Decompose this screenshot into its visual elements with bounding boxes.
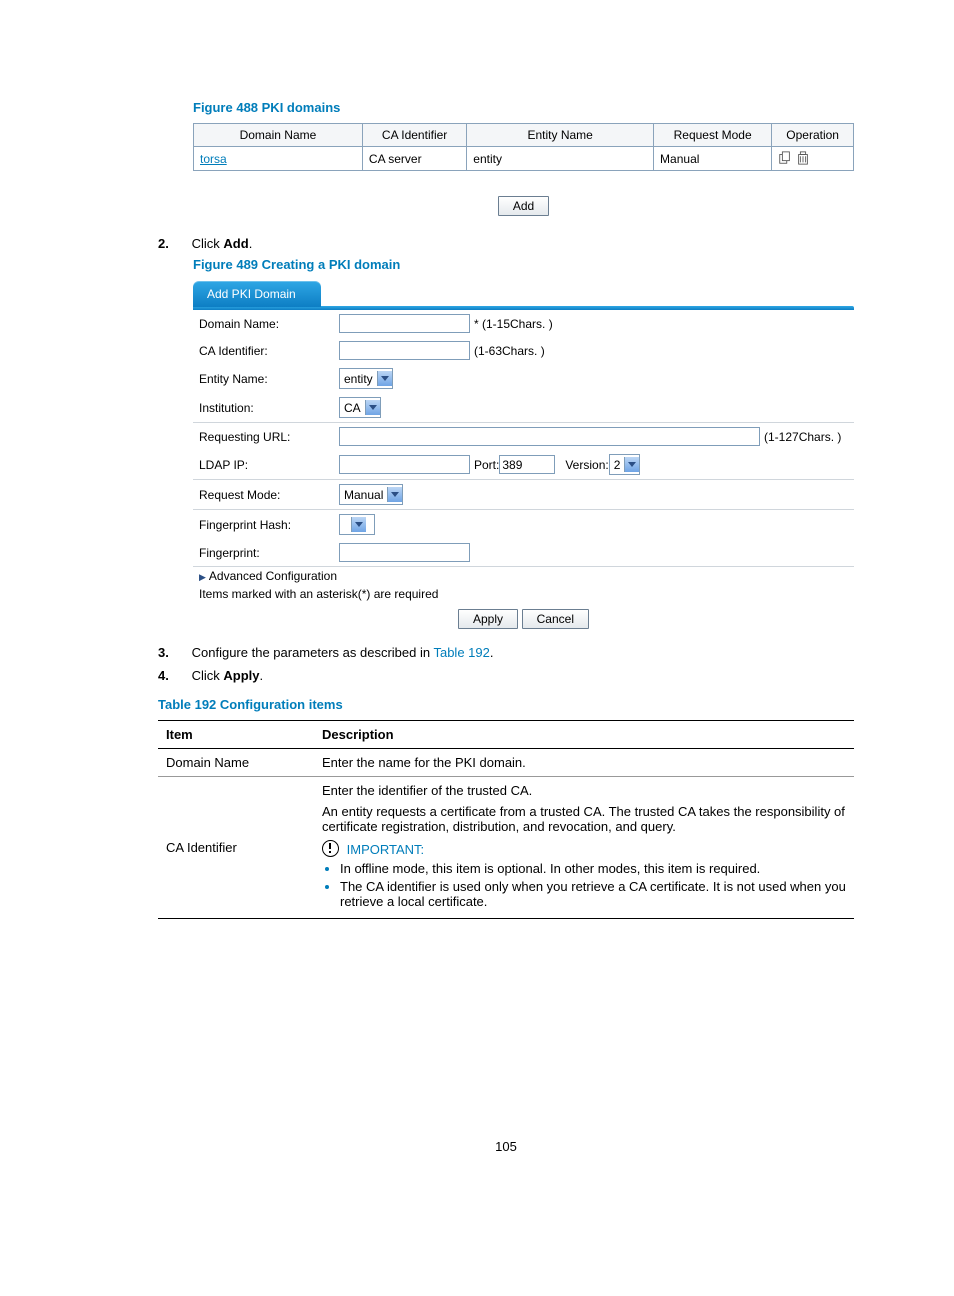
label-fingerprint-hash: Fingerprint Hash: [199,518,339,532]
cell-ca: CA server [362,147,466,171]
pki-domains-table: Domain Name CA Identifier Entity Name Re… [193,123,854,171]
desc-ca-identifier: Enter the identifier of the trusted CA. … [314,777,854,919]
col-description: Description [314,721,854,749]
item-ca-identifier: CA Identifier [158,777,314,919]
label-institution: Institution: [199,401,339,415]
figure-488-caption: Figure 488 PKI domains [193,100,854,115]
configuration-items-table: Item Description Domain Name Enter the n… [158,720,854,919]
step-4-number: 4. [158,668,188,683]
hint-requrl: (1-127Chars. ) [764,430,841,444]
label-requesting-url: Requesting URL: [199,430,339,444]
table-192-link[interactable]: Table 192 [433,645,489,660]
label-ldap-ip: LDAP IP: [199,458,339,472]
ca-identifier-input[interactable] [339,341,470,360]
chevron-down-icon [351,517,366,532]
cell-operation [772,147,854,171]
cell-entity: entity [467,147,654,171]
label-request-mode: Request Mode: [199,488,339,502]
domain-link-torsa[interactable]: torsa [200,152,227,166]
important-label: IMPORTANT: [347,842,425,857]
entity-name-select[interactable]: entity [339,368,393,389]
item-domain-name: Domain Name [158,749,314,777]
cancel-button[interactable]: Cancel [522,609,589,629]
trash-icon[interactable] [796,151,810,165]
required-note: Items marked with an asterisk(*) are req… [199,587,854,601]
col-request-mode: Request Mode [654,124,772,147]
chevron-down-icon [365,400,380,415]
chevron-down-icon [377,371,392,386]
table-row: Domain Name Enter the name for the PKI d… [158,749,854,777]
important-icon [322,840,339,857]
apply-button[interactable]: Apply [458,609,518,629]
ldap-ip-input[interactable] [339,455,470,474]
col-entity-name: Entity Name [467,124,654,147]
label-fingerprint: Fingerprint: [199,546,339,560]
hint-domain: * (1-15Chars. ) [474,317,553,331]
page-number: 105 [158,1139,854,1154]
fingerprint-hash-select[interactable] [339,514,375,535]
table-192-title: Table 192 Configuration items [158,697,854,712]
add-pki-domain-form: Add PKI Domain Domain Name: * (1-15Chars… [193,280,854,629]
step-2-number: 2. [158,236,188,251]
bullet-2: The CA identifier is used only when you … [340,879,846,909]
label-ca-identifier: CA Identifier: [199,344,339,358]
table-row: torsa CA server entity Manual [194,147,854,171]
domain-name-input[interactable] [339,314,470,333]
label-port: Port: [474,458,499,472]
requesting-url-input[interactable] [339,427,760,446]
col-domain-name: Domain Name [194,124,363,147]
figure-489-caption: Figure 489 Creating a PKI domain [193,257,854,272]
step-2-text: Click Add. [192,236,253,251]
col-operation: Operation [772,124,854,147]
chevron-down-icon [624,457,639,472]
port-input[interactable] [499,455,555,474]
step-3-text: Configure the parameters as described in… [192,645,494,660]
institution-select[interactable]: CA [339,397,381,418]
hint-ca: (1-63Chars. ) [474,344,545,358]
chevron-down-icon [387,487,402,502]
step-4-text: Click Apply. [192,668,264,683]
add-button[interactable]: Add [498,196,549,216]
cell-mode: Manual [654,147,772,171]
col-item: Item [158,721,314,749]
request-mode-select[interactable]: Manual [339,484,403,505]
label-version: Version: [565,458,608,472]
desc-domain-name: Enter the name for the PKI domain. [314,749,854,777]
col-ca-identifier: CA Identifier [362,124,466,147]
table-row: CA Identifier Enter the identifier of th… [158,777,854,919]
fingerprint-input[interactable] [339,543,470,562]
tab-add-pki-domain[interactable]: Add PKI Domain [193,281,321,307]
copy-icon[interactable] [778,151,792,165]
version-select[interactable]: 2 [609,454,641,475]
label-domain-name: Domain Name: [199,317,339,331]
bullet-1: In offline mode, this item is optional. … [340,861,846,876]
advanced-configuration-toggle[interactable]: Advanced Configuration [193,567,854,585]
label-entity-name: Entity Name: [199,372,339,386]
step-3-number: 3. [158,645,188,660]
